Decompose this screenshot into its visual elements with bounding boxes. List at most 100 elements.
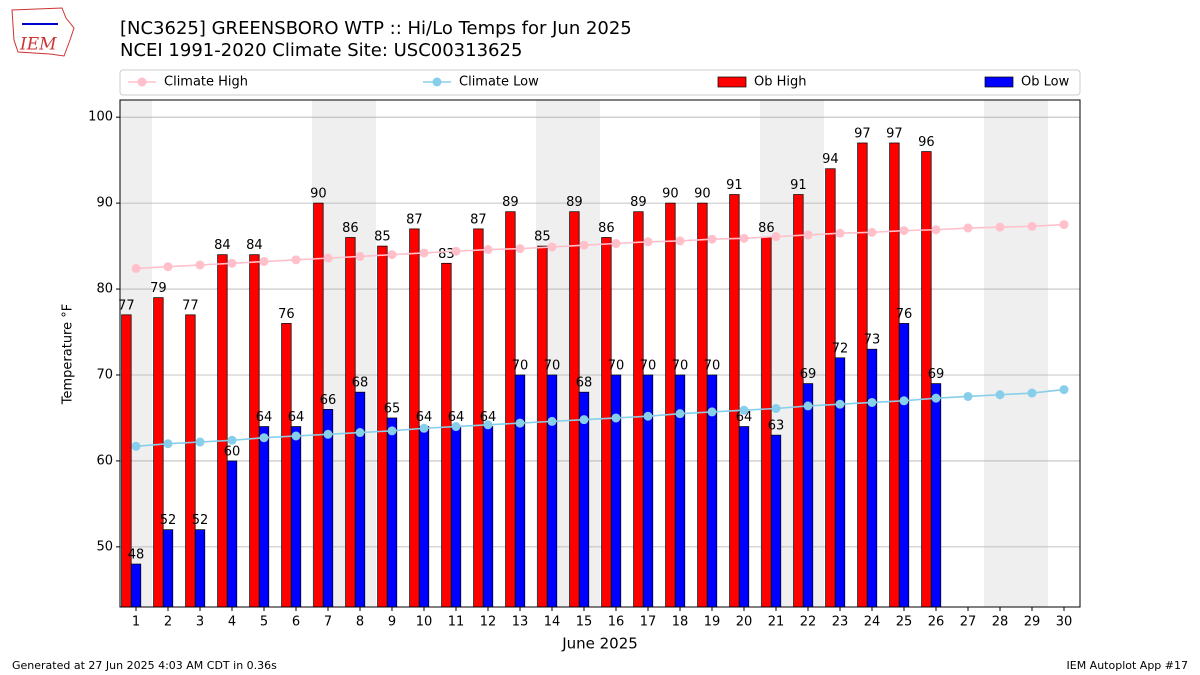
x-tick-label: 5: [260, 615, 268, 630]
bar: [345, 237, 356, 608]
bar: [130, 563, 142, 608]
line-marker: [707, 407, 717, 417]
line-marker: [803, 401, 813, 411]
x-tick-label: 25: [896, 615, 913, 630]
line-marker: [451, 422, 461, 432]
x-tick-label: 4: [228, 615, 236, 630]
bar-value-label: 70: [704, 358, 721, 373]
line-marker: [931, 225, 941, 235]
bar: [857, 142, 868, 608]
line-marker: [611, 239, 621, 249]
x-tick-label: 13: [512, 615, 529, 630]
bar: [514, 374, 526, 608]
bar-value-label: 76: [896, 307, 913, 322]
bar-value-label: 66: [320, 393, 337, 408]
bar-value-label: 65: [384, 401, 401, 416]
line-marker: [131, 441, 141, 451]
bar: [930, 383, 942, 608]
line-marker: [835, 399, 845, 409]
bar-value-label: 79: [150, 281, 167, 296]
bar: [546, 374, 558, 608]
bar: [866, 348, 878, 608]
x-tick-label: 22: [800, 615, 817, 630]
bar-value-label: 83: [438, 247, 455, 262]
x-tick-label: 2: [164, 615, 172, 630]
bar: [441, 262, 452, 608]
bar-value-label: 52: [160, 513, 177, 528]
chart-title: [NC3625] GREENSBORO WTP :: Hi/Lo Temps f…: [120, 18, 632, 39]
line-marker: [771, 403, 781, 413]
y-tick-label: 80: [96, 282, 113, 297]
weekend-shade: [984, 100, 1016, 607]
line-marker: [259, 257, 269, 267]
bar-value-label: 85: [374, 230, 391, 245]
bar-value-label: 70: [608, 358, 625, 373]
bar: [738, 426, 750, 608]
line-marker: [355, 251, 365, 261]
bar-value-label: 64: [416, 410, 433, 425]
x-tick-label: 15: [576, 615, 593, 630]
bar: [697, 202, 708, 608]
bar: [377, 245, 388, 608]
footer-right: IEM Autoplot App #17: [1067, 659, 1189, 672]
bar: [610, 374, 622, 608]
bar: [354, 391, 366, 608]
line-marker: [483, 245, 493, 255]
bar-value-label: 77: [182, 298, 199, 313]
line-marker: [547, 416, 557, 426]
bar-value-label: 64: [288, 410, 305, 425]
bar: [226, 460, 238, 608]
bar-value-label: 72: [832, 341, 849, 356]
line-marker: [835, 228, 845, 238]
line-marker: [323, 429, 333, 439]
line-marker: [579, 240, 589, 250]
y-axis-label: Temperature °F: [61, 304, 76, 405]
line-marker: [963, 223, 973, 233]
x-tick-label: 23: [832, 615, 849, 630]
bar: [770, 434, 782, 608]
bar-value-label: 94: [822, 152, 839, 167]
bar-value-label: 64: [448, 410, 465, 425]
line-marker: [547, 242, 557, 252]
line-marker: [163, 439, 173, 449]
line-marker: [1059, 220, 1069, 230]
x-tick-label: 29: [1024, 615, 1041, 630]
line-marker: [291, 255, 301, 265]
y-tick-label: 50: [96, 539, 113, 554]
bar-value-label: 89: [630, 195, 647, 210]
bar: [834, 357, 846, 608]
x-tick-label: 16: [608, 615, 625, 630]
bar: [802, 383, 814, 608]
line-marker: [195, 260, 205, 270]
x-axis-label: June 2025: [561, 635, 638, 653]
bar: [793, 194, 804, 608]
line-marker: [515, 244, 525, 254]
x-tick-label: 11: [448, 615, 465, 630]
chart-subtitle: NCEI 1991-2020 Climate Site: USC00313625: [120, 40, 522, 61]
bar: [121, 314, 132, 608]
x-tick-label: 17: [640, 615, 657, 630]
line-marker: [227, 258, 237, 268]
bar-value-label: 89: [502, 195, 519, 210]
bar-value-label: 52: [192, 513, 209, 528]
bar-value-label: 70: [640, 358, 657, 373]
bar: [578, 391, 590, 608]
bar-value-label: 77: [118, 298, 135, 313]
bar-value-label: 69: [928, 367, 945, 382]
bar: [217, 254, 228, 608]
bar: [898, 323, 910, 608]
bar-value-label: 48: [128, 548, 145, 563]
line-marker: [387, 426, 397, 436]
bar-value-label: 89: [566, 195, 583, 210]
x-tick-label: 28: [992, 615, 1009, 630]
bar-value-label: 97: [886, 126, 903, 141]
bar: [194, 529, 206, 608]
x-tick-label: 18: [672, 615, 689, 630]
bar: [537, 245, 548, 608]
legend-label: Climate Low: [459, 75, 539, 90]
line-marker: [451, 246, 461, 256]
line: [135, 388, 1065, 448]
bar: [162, 529, 174, 608]
x-tick-label: 14: [544, 615, 561, 630]
bar-value-label: 70: [672, 358, 689, 373]
